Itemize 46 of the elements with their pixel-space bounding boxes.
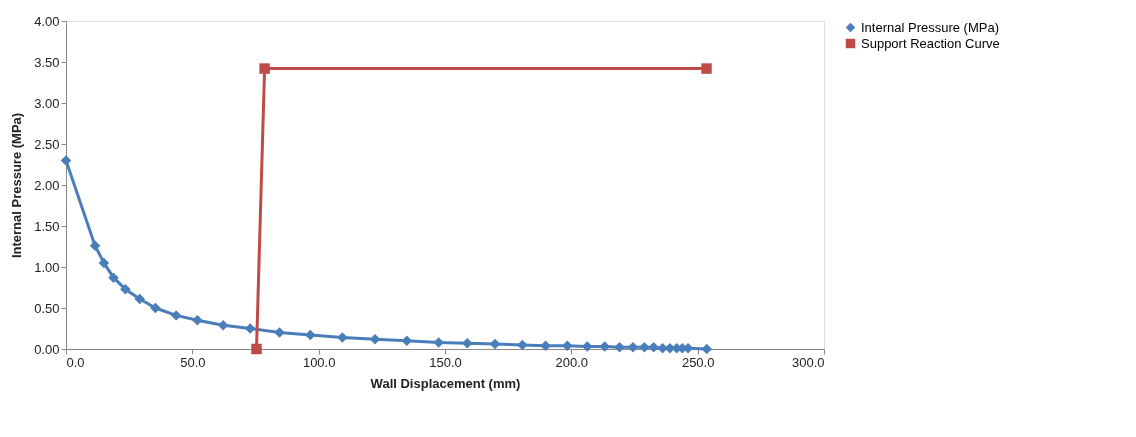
legend-label: Support Reaction Curve <box>861 35 1000 51</box>
x-tick-label: 0.0 <box>66 354 85 370</box>
point <box>134 293 146 305</box>
x-tick-label: 100.0 <box>302 354 336 370</box>
point <box>701 63 712 74</box>
y-tick-label: 2.50 <box>34 136 60 152</box>
point <box>433 337 444 348</box>
point <box>98 257 110 269</box>
point <box>337 332 348 343</box>
y-tick-label: 3.50 <box>34 54 60 70</box>
point <box>562 340 573 351</box>
x-tick-label: 200.0 <box>555 354 589 370</box>
y-tick-label: 2.00 <box>34 177 60 193</box>
point <box>648 342 659 353</box>
legend-label: Internal Pressure (MPa) <box>861 19 999 35</box>
x-tick-label: 300.0 <box>791 354 825 370</box>
y-tick-label: 1.50 <box>34 218 60 234</box>
x-tick-label: 50.0 <box>180 354 206 370</box>
x-tick-label: 250.0 <box>681 354 715 370</box>
point <box>701 343 713 355</box>
y-tick-label: 0.50 <box>34 300 60 316</box>
point <box>259 63 270 74</box>
point <box>251 343 262 355</box>
point <box>89 240 101 251</box>
point <box>540 340 551 351</box>
point <box>614 342 625 353</box>
y-tick-label: 0.00 <box>34 341 60 357</box>
point <box>627 342 639 353</box>
point <box>120 283 131 295</box>
point <box>639 342 650 353</box>
point <box>217 319 229 331</box>
point <box>244 323 256 334</box>
point <box>150 302 161 314</box>
y-tick-label: 1.00 <box>34 259 60 275</box>
point <box>170 310 182 321</box>
y-axis-title: Internal Pressure (MPa) <box>9 112 25 259</box>
x-tick-label: 150.0 <box>429 354 462 370</box>
y-tick-label: 4.00 <box>34 13 60 29</box>
y-tick-label: 3.00 <box>34 95 60 111</box>
point <box>60 155 72 166</box>
point <box>192 315 203 326</box>
point <box>274 327 285 338</box>
point <box>108 272 119 283</box>
x-axis-title: Wall Displacement (mm) <box>370 375 521 391</box>
point <box>305 329 316 341</box>
point <box>517 339 528 351</box>
